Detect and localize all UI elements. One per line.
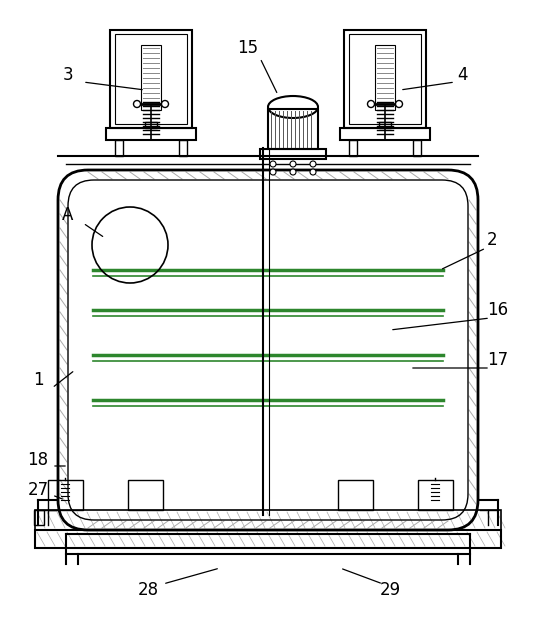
Bar [349,34,421,124]
Bar [128,480,163,510]
Bar [115,34,187,124]
Text: 4: 4 [457,66,467,84]
Bar [375,45,395,110]
Text: 27: 27 [27,481,49,499]
Text: 15: 15 [237,39,258,57]
Bar [35,530,501,548]
Bar [260,149,326,159]
Bar [145,122,157,128]
Circle shape [161,101,168,108]
Bar [268,109,318,149]
Bar [349,140,357,156]
Circle shape [270,161,276,167]
Circle shape [368,101,375,108]
Bar [340,128,430,140]
Circle shape [310,169,316,175]
Text: 18: 18 [27,451,49,469]
Bar [179,140,187,156]
Text: 29: 29 [379,581,400,599]
Bar [141,45,161,110]
Text: 1: 1 [33,371,43,389]
Bar [35,510,501,530]
Text: 16: 16 [487,301,509,319]
Bar [106,128,196,140]
Bar [344,30,426,128]
Text: A: A [62,206,73,224]
Ellipse shape [268,96,318,118]
Bar [110,30,192,128]
Bar [413,140,421,156]
Text: 2: 2 [487,231,497,249]
Circle shape [290,169,296,175]
Bar [338,480,373,510]
Circle shape [133,101,140,108]
Bar [379,122,391,128]
Circle shape [310,161,316,167]
Bar [418,480,453,510]
Bar [48,480,83,510]
Bar [115,140,123,156]
Text: 28: 28 [137,581,159,599]
Circle shape [290,161,296,167]
Text: 3: 3 [63,66,73,84]
Circle shape [270,169,276,175]
Bar [34,510,44,525]
Circle shape [396,101,403,108]
Text: 17: 17 [487,351,509,369]
